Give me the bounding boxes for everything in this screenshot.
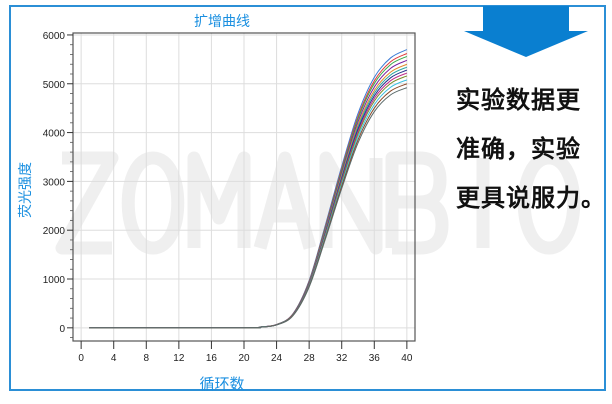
y-axis-label: 荧光强度 [17, 162, 34, 218]
x-tick-label: 36 [369, 353, 381, 364]
y-tick-label: 2000 [43, 226, 66, 237]
x-tick-label: 0 [78, 353, 84, 364]
x-tick-label: 28 [304, 353, 316, 364]
y-tick-label: 4000 [43, 129, 66, 140]
y-tick-label: 1000 [43, 275, 66, 286]
x-tick-label: 32 [336, 353, 348, 364]
x-tick-label: 24 [271, 353, 283, 364]
x-tick-label: 12 [173, 353, 185, 364]
x-tick-label: 8 [144, 353, 150, 364]
side-text-line-3: 更具说服力。 [456, 183, 606, 212]
x-tick-label: 40 [401, 353, 413, 364]
y-tick-label: 6000 [43, 31, 66, 42]
watermark-letter [385, 151, 449, 255]
down-arrow-icon [464, 6, 588, 57]
y-tick-label: 3000 [43, 177, 66, 188]
x-axis-label: 循环数 [199, 375, 244, 393]
side-text-line-1: 实验数据更 [456, 85, 581, 114]
watermark-letter [187, 151, 251, 248]
amplification-curve-12 [89, 87, 408, 329]
y-tick-label: 5000 [43, 80, 66, 91]
watermark-letter [253, 151, 317, 250]
x-tick-label: 16 [206, 353, 218, 364]
y-tick-label: 0 [59, 324, 65, 335]
watermark-letter [121, 151, 185, 255]
x-tick-label: 4 [111, 353, 117, 364]
side-text-line-2: 准确，实验 [456, 134, 581, 163]
watermark-letter [319, 151, 383, 255]
watermark-letter [55, 151, 119, 255]
chart-title: 扩增曲线 [194, 14, 250, 30]
x-tick-label: 20 [238, 353, 250, 364]
outer-frame [9, 5, 606, 391]
watermark-letter [517, 151, 581, 255]
